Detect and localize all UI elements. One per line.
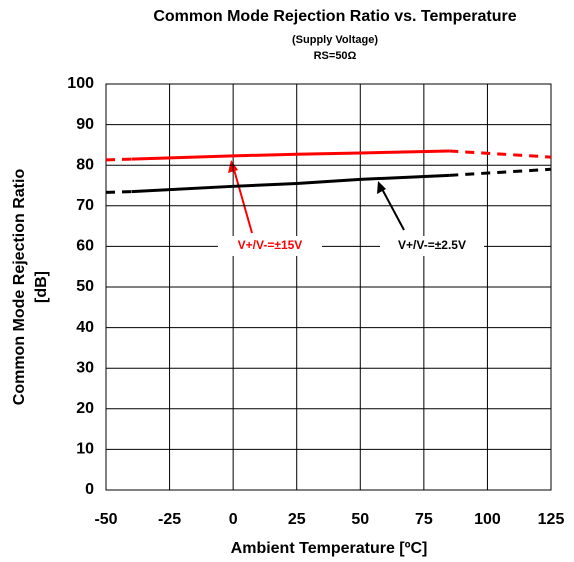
chart-subtitle: RS=50Ω bbox=[314, 50, 357, 62]
y-tick-label: 0 bbox=[85, 481, 94, 498]
x-tick-label: 75 bbox=[415, 511, 433, 528]
x-tick-label: 25 bbox=[288, 511, 306, 528]
y-tick-label: 100 bbox=[67, 75, 94, 92]
series-line bbox=[105, 157, 132, 162]
y-tick-label: 40 bbox=[76, 319, 94, 336]
x-tick-label: 100 bbox=[474, 511, 501, 528]
series-line bbox=[449, 149, 552, 159]
series-label: V+/V-=±15V bbox=[238, 238, 303, 252]
arrows bbox=[228, 160, 405, 234]
chart-title: Common Mode Rejection Ratio vs. Temperat… bbox=[153, 8, 516, 25]
y-tick-label: 70 bbox=[76, 197, 94, 214]
y-tick-label: 30 bbox=[76, 359, 94, 376]
x-tick-label: 125 bbox=[538, 511, 565, 528]
legend-bg bbox=[218, 236, 322, 256]
y-tick-label: 90 bbox=[76, 116, 94, 133]
plot-frame bbox=[105, 83, 552, 491]
chart-subtitle: (Supply Voltage) bbox=[292, 34, 378, 46]
x-tick-label: -50 bbox=[94, 511, 117, 528]
y-axis-title: Common Mode Rejection Ratio bbox=[11, 169, 28, 406]
x-tick-label: -25 bbox=[158, 511, 181, 528]
y-tick-label: 50 bbox=[76, 278, 94, 295]
series-line bbox=[449, 167, 552, 177]
x-tick-label: 0 bbox=[229, 511, 238, 528]
series-label: V+/V-=±2.5V bbox=[398, 238, 466, 252]
series-line bbox=[131, 149, 450, 161]
y-tick-label: 80 bbox=[76, 156, 94, 173]
legend-bg bbox=[380, 236, 484, 256]
y-tick-label: 20 bbox=[76, 400, 94, 417]
x-tick-label: 50 bbox=[351, 511, 369, 528]
y-tick-label: 10 bbox=[76, 441, 94, 458]
series-line bbox=[131, 173, 450, 194]
x-axis-title: Ambient Temperature [ºC] bbox=[231, 540, 428, 557]
y-tick-label: 60 bbox=[76, 238, 94, 255]
y-axis-title: [dB] bbox=[33, 271, 50, 303]
series-line bbox=[105, 190, 132, 194]
